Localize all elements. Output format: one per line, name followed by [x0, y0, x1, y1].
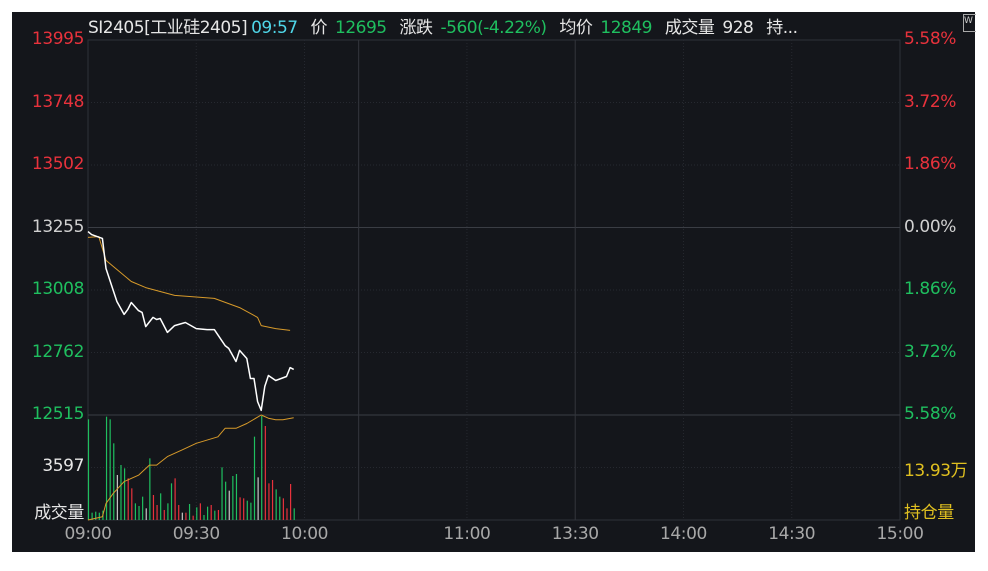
- time-tick-label: 14:00: [659, 524, 707, 544]
- price-tick-label: 13995: [31, 29, 84, 49]
- open-interest-tick-label: 13.93万: [904, 461, 968, 481]
- price-tick-label: 13748: [31, 91, 84, 112]
- avg-value: 12849: [600, 18, 653, 38]
- quote-header: SI2405[工业硅2405] 09:57 价 12695 涨跌 -560(-4.22…: [88, 13, 806, 38]
- quote-time: 09:57: [251, 18, 298, 38]
- price-tick-label: 12762: [31, 341, 84, 362]
- percent-tick-label: 3.72%: [904, 341, 957, 362]
- average-price-line: [87, 236, 291, 331]
- price-tick-label: 12515: [31, 404, 84, 424]
- time-tick-label: 10:00: [281, 524, 329, 544]
- time-tick-label: 13:30: [551, 524, 599, 544]
- price-label: 价: [310, 18, 328, 38]
- time-tick-label: 09:00: [64, 524, 112, 544]
- time-tick-label: 15:00: [876, 524, 924, 544]
- percent-tick-label: 3.72%: [904, 91, 957, 112]
- price-line: [87, 231, 295, 412]
- chart-frame: [87, 39, 901, 521]
- price-tick-label: 13008: [31, 279, 84, 299]
- open-interest-line: [87, 414, 294, 521]
- percent-tick-label: 5.58%: [904, 404, 957, 424]
- price-tick-label: 13502: [31, 154, 84, 174]
- window-icon[interactable]: W: [963, 14, 976, 32]
- change-value: -560(-4.22%): [440, 18, 548, 38]
- percent-tick-label: 1.86%: [904, 154, 957, 174]
- open-interest-axis-label: 持仓量: [904, 503, 954, 523]
- symbol: SI2405[工业硅2405]: [88, 18, 248, 38]
- time-tick-label: 14:30: [768, 524, 816, 544]
- percent-tick-label: 5.58%: [904, 29, 957, 49]
- open-interest-label: 持...: [766, 18, 798, 38]
- volume-label: 成交量: [664, 18, 715, 38]
- volume-axis-label: 成交量: [34, 503, 84, 523]
- percent-tick-label: 0.00%: [904, 216, 957, 237]
- time-tick-label: 11:00: [443, 524, 491, 544]
- volume-value: 928: [722, 18, 754, 38]
- time-tick-label: 09:30: [172, 524, 220, 544]
- percent-tick-label: 1.86%: [904, 279, 957, 299]
- avg-label: 均价: [559, 18, 593, 38]
- change-label: 涨跌: [399, 18, 434, 38]
- volume-tick-label: 3597: [42, 456, 84, 476]
- price-tick-label: 13255: [31, 216, 84, 237]
- price-value: 12695: [335, 18, 387, 38]
